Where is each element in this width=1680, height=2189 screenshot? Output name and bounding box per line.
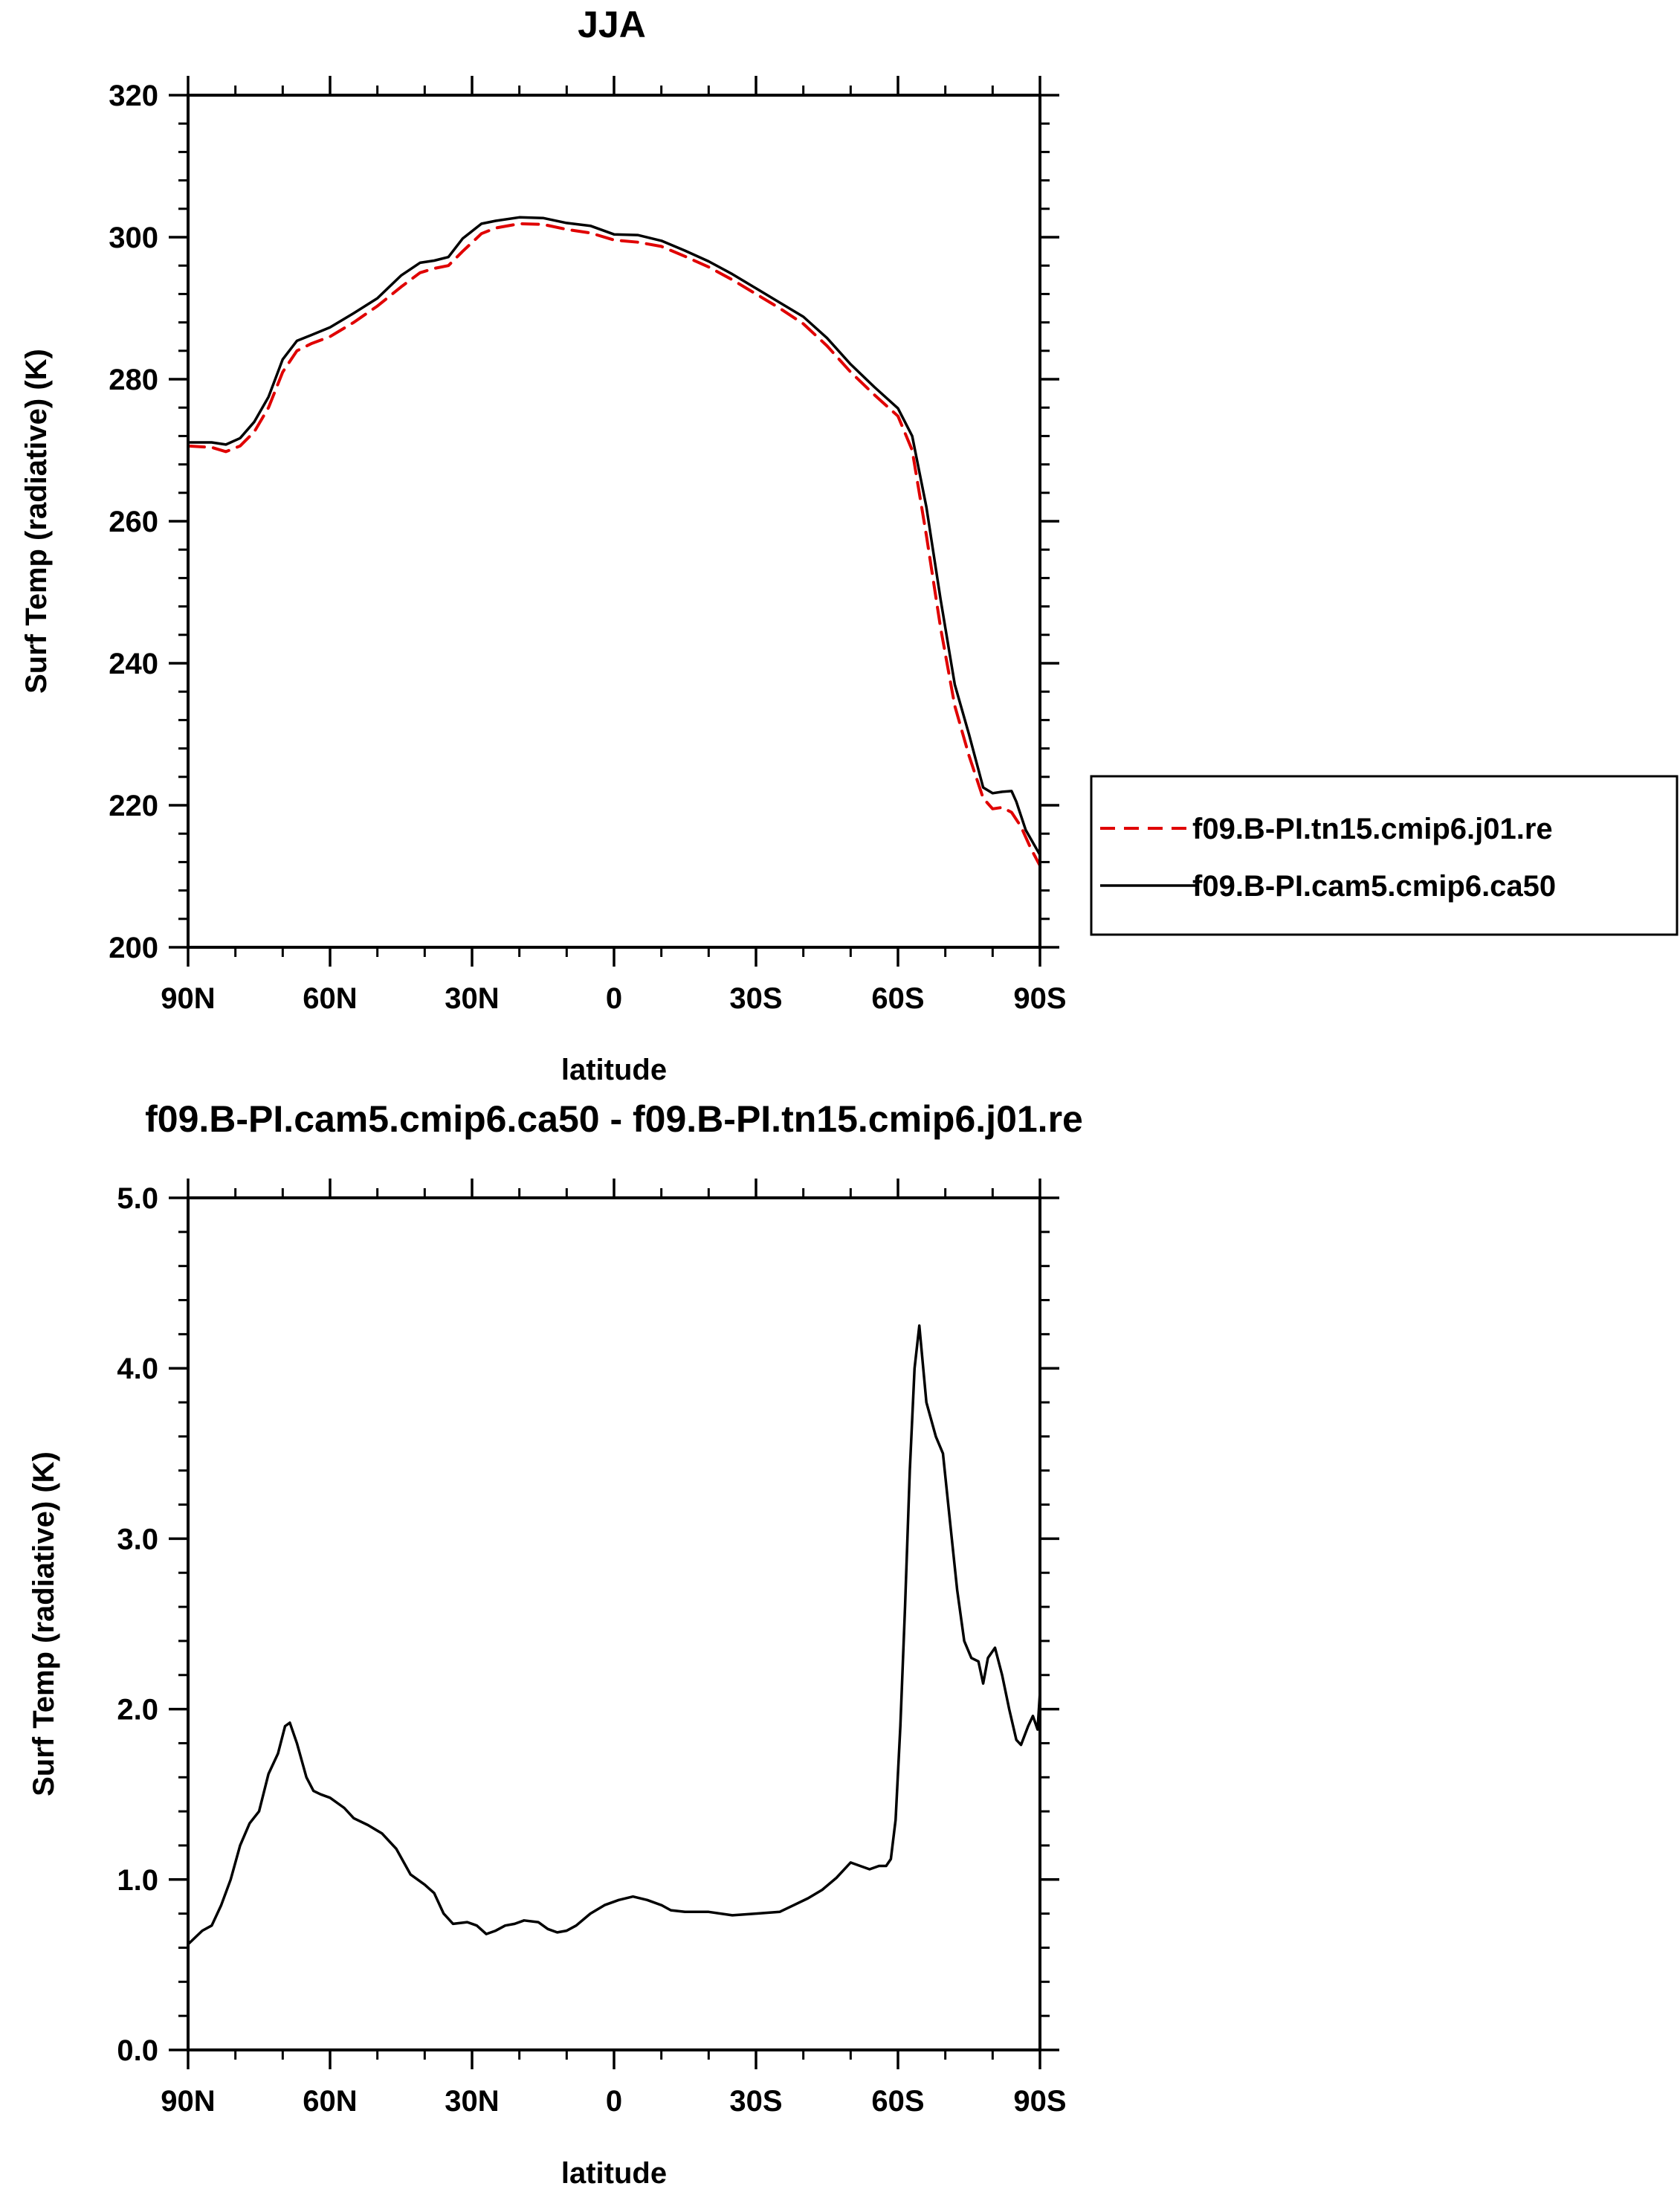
bottom-y-tick-label: 4.0 [117,1353,158,1385]
top-x-tick-label: 60N [303,982,357,1015]
top-y-axis-label: Surf Temp (radiative) (K) [20,349,53,694]
bottom-x-axis-label: latitude [561,2157,667,2189]
top-y-tick-label: 260 [109,506,158,538]
bottom-y-axis-label: Surf Temp (radiative) (K) [28,1451,60,1796]
bottom-y-tick-label: 2.0 [117,1694,158,1727]
bottom-x-tick-label: 30S [729,2085,782,2118]
top-y-tick-label: 240 [109,648,158,680]
top-panel: JJA 200 220 240 260 280 300 320 90N 60N 30N 0 30S 60… [20,4,1679,1086]
top-plot-frame [187,94,1041,949]
top-x-tick-label: 30N [445,982,499,1015]
bottom-x-tick-label: 90N [161,2085,215,2118]
top-series-line-0 [187,222,1041,868]
top-y-tick-label: 200 [109,932,158,964]
bottom-y-tick-label: 1.0 [117,1864,158,1897]
bottom-series-line-0 [187,1324,1041,1946]
top-x-tick-label: 90N [161,982,215,1015]
top-x-tick-label: 90S [1013,982,1066,1015]
bottom-chart-title: f09.B-PI.cam5.cmip6.ca50 - f09.B-PI.tn15… [145,1098,1083,1140]
legend-label-cam5: f09.B-PI.cam5.cmip6.ca50 [1192,870,1556,903]
top-y-tick-label: 320 [109,80,158,112]
top-x-tick-label: 60S [871,982,924,1015]
bottom-x-tick-label: 30N [445,2085,499,2118]
bottom-x-tick-label: 60N [303,2085,357,2118]
top-y-tick-label: 220 [109,790,158,822]
bottom-plot-frame [187,1196,1041,2051]
bottom-x-tick-label: 90S [1013,2085,1066,2118]
bottom-y-tick-label: 5.0 [117,1182,158,1215]
bottom-x-tick-label: 60S [871,2085,924,2118]
top-series-line-1 [187,216,1041,857]
legend-label-tn15: f09.B-PI.tn15.cmip6.j01.re [1192,813,1553,845]
bottom-y-tick-label: 0.0 [117,2034,158,2067]
legend: f09.B-PI.tn15.cmip6.j01.re f09.B-PI.cam5… [1090,775,1679,936]
legend-box [1090,775,1679,936]
top-y-tick-label: 300 [109,222,158,254]
top-x-tick-label: 0 [606,982,622,1015]
top-chart-title: JJA [578,4,646,45]
top-y-tick-label: 280 [109,364,158,396]
top-x-axis-label: latitude [561,1054,667,1086]
top-x-tick-label: 30S [729,982,782,1015]
bottom-panel: f09.B-PI.cam5.cmip6.ca50 - f09.B-PI.tn15… [28,1098,1083,2189]
bottom-y-tick-label: 3.0 [117,1523,158,1555]
bottom-x-tick-label: 0 [606,2085,622,2118]
